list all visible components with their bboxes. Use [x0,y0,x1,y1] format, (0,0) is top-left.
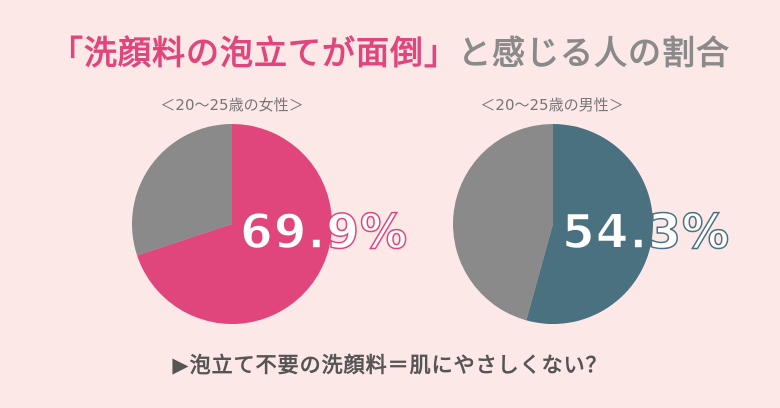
male-percent-label: 54.3% [561,204,731,261]
female-pie-chart [131,124,332,324]
female-chart-title: ＜20～25歳の女性＞ [160,96,304,114]
pie-slice-0 [137,124,332,324]
male-pie-chart [453,124,654,324]
pie-slice-1 [453,124,553,321]
pie-slice-0 [526,124,654,324]
footer-text: ▶泡立て不要の洗顔料＝肌にやさしくない？ [172,353,608,377]
title-highlight: 「洗顔料の泡立てが面倒」 [50,33,458,72]
title-rest: と感じる人の割合 [458,33,730,72]
pie-slice-1 [131,124,232,256]
female-percent-label: 69.9% [239,204,409,261]
chart-title: 「洗顔料の泡立てが面倒」と感じる人の割合 [0,26,780,74]
male-chart-title: ＜20～25歳の男性＞ [480,96,624,114]
